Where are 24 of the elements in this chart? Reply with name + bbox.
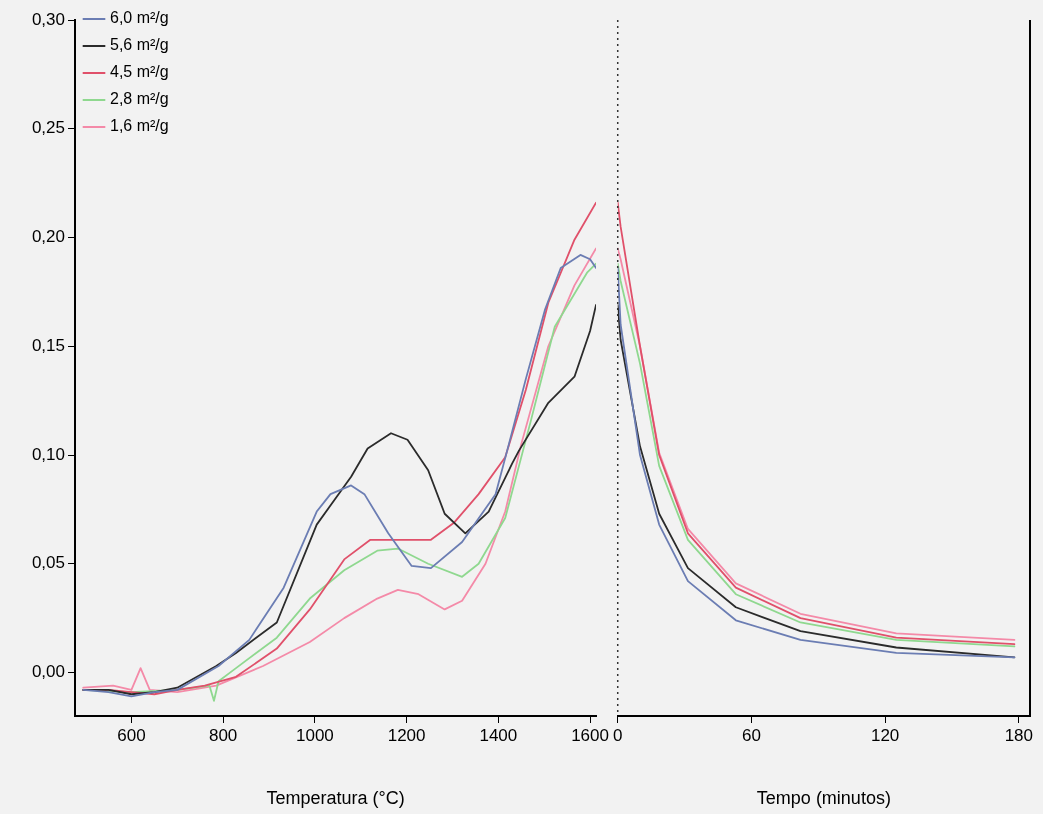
x-tick-label: 800 xyxy=(208,725,238,745)
legend-label: 4,5 m²/g xyxy=(110,63,169,81)
y-tick-label: 0,25 xyxy=(31,118,65,138)
x-tick-label: 1600 xyxy=(571,725,609,745)
legend-label: 6,0 m²/g xyxy=(110,9,169,27)
x-tick-label: 120 xyxy=(870,725,900,745)
y-tick-label: 0,30 xyxy=(31,9,65,29)
y-tick-label: 0,05 xyxy=(31,553,65,573)
x-axis-title: Temperatura (°C) xyxy=(266,788,405,809)
x-tick-label: 60 xyxy=(741,725,761,745)
x-tick-label: 0 xyxy=(612,725,623,745)
y-tick-label: 0,10 xyxy=(31,444,65,464)
y-tick-label: 0,15 xyxy=(31,335,65,355)
x-tick-label: 600 xyxy=(117,725,146,745)
y-tick-label: 0,00 xyxy=(31,662,65,682)
x-tick-label: 1200 xyxy=(387,725,426,745)
x-tick-label: 1400 xyxy=(479,725,518,745)
legend-label: 5,6 m²/g xyxy=(110,36,169,54)
legend-label: 1,6 m²/g xyxy=(110,117,169,135)
x-tick-label: 1000 xyxy=(295,725,334,745)
x-tick-label: 180 xyxy=(1004,725,1034,745)
x-axis-title: Tempo (minutos) xyxy=(756,788,891,809)
legend-label: 2,8 m²/g xyxy=(110,90,169,108)
y-tick-label: 0,20 xyxy=(31,227,65,247)
